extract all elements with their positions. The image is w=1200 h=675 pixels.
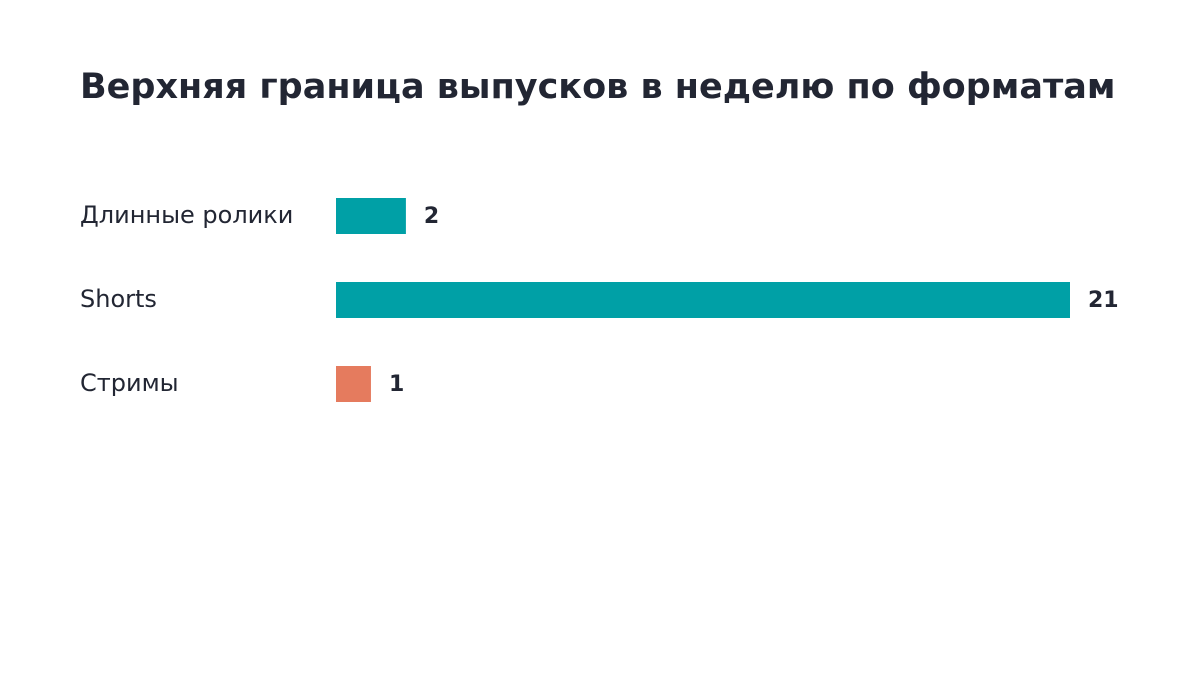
category-label: Стримы — [80, 369, 179, 397]
chart-title: Верхняя граница выпусков в неделю по фор… — [80, 67, 1116, 107]
bar — [336, 198, 406, 234]
bar — [336, 282, 1070, 318]
category-label: Длинные ролики — [80, 201, 293, 229]
value-label: 21 — [1088, 288, 1119, 313]
value-label: 2 — [424, 204, 439, 229]
value-label: 1 — [389, 372, 404, 397]
category-label: Shorts — [80, 285, 157, 313]
bar — [336, 366, 371, 402]
